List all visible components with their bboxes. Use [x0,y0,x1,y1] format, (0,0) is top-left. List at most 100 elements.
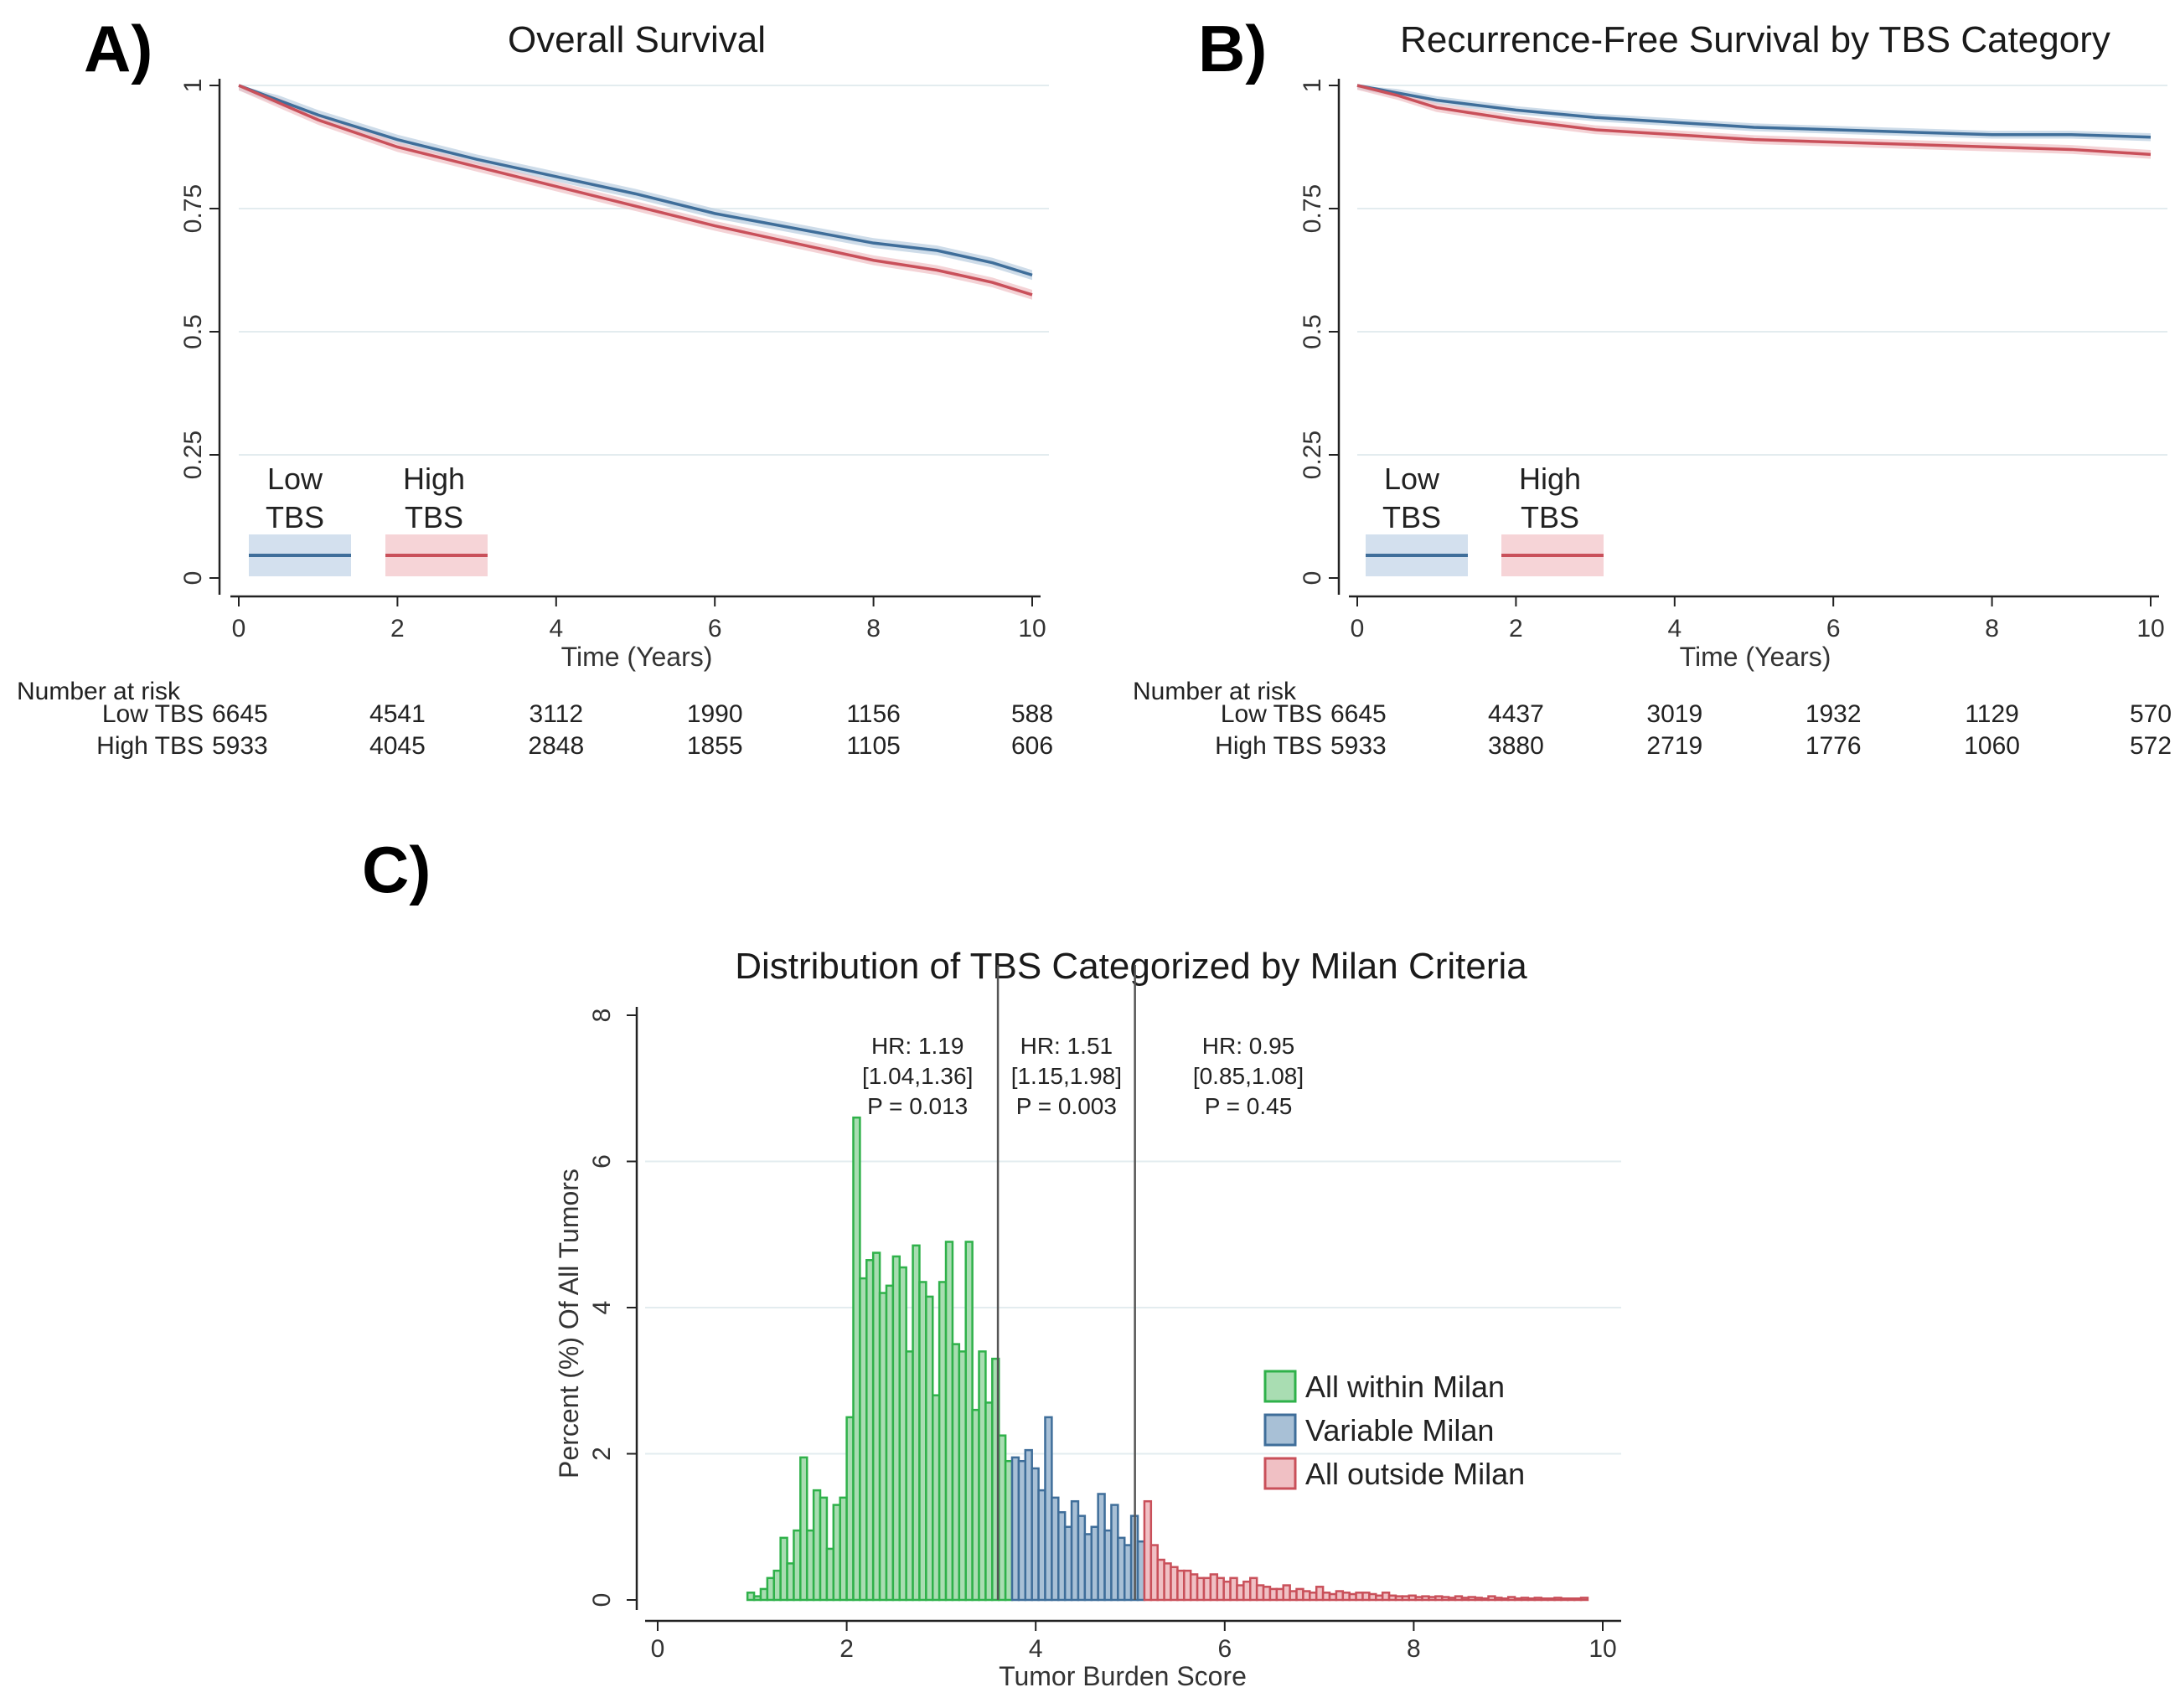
high-tbs-survival-line [1356,84,2152,157]
y-tick-label: 0.5 [1299,314,1326,349]
outside-milan-bar [1579,1597,1589,1602]
risk-row-label: Low TBS [102,700,204,728]
risk-cell: 606 [1011,732,1053,760]
y-tick-label: 6 [588,1154,616,1169]
panel-a-title: Overall Survival [508,19,766,60]
hr-annotation-line: HR: 1.19 [871,1033,964,1059]
panel-b-survival-lines [1356,84,2152,157]
panel-c-hr-annotations: HR: 1.19 [1.04,1.36] P = 0.013 HR: 1.51 [1.1… [862,1033,1304,1119]
low-tbs-ci-band [239,85,1032,281]
risk-cell: 5933 [1330,732,1387,760]
panel-b-label: B) [1198,12,1267,85]
x-tick-label: 6 [1826,615,1841,642]
panel-a-x-ticks: 0 2 4 6 8 10 [232,596,1046,642]
panel-c-legend: All within Milan Variable Milan All outs… [1263,1370,1525,1491]
hr-annotation-line: [1.15,1.98] [1011,1063,1122,1089]
risk-cell: 1060 [1964,732,2020,760]
panel-a-axes [218,79,1041,598]
risk-cell: 572 [2130,732,2172,760]
panel-b-x-ticks: 0 2 4 6 8 10 [1351,596,2165,642]
risk-cell: 588 [1011,700,1053,728]
x-tick-label: 10 [1018,615,1046,642]
hr-annotation-line: HR: 1.51 [1020,1033,1113,1059]
panel-c-y-axis-label: Percent (%) Of All Tumors [554,1169,584,1478]
panel-b-x-axis-label: Time (Years) [1680,642,1831,672]
risk-table-title: Number at risk [17,678,181,705]
panel-b-grid [1357,85,2167,456]
risk-cell: 5933 [212,732,268,760]
risk-row-label: Low TBS [1221,700,1322,728]
risk-cell: 4541 [369,700,426,728]
panel-c-y-ticks: 0 2 4 6 8 [588,1009,637,1607]
risk-row-label: High TBS [96,732,204,760]
high-tbs-ci-band [1357,85,2151,159]
panel-c-cutoff-lines [996,965,1136,1600]
risk-table-rows: Low TBS 6645 4437 3019 1932 1129 570 High TBS 59… [1215,700,2172,760]
hr-annotation-line: [0.85,1.08] [1193,1063,1304,1089]
x-tick-label: 6 [708,615,722,642]
risk-cell: 6645 [1330,700,1387,728]
x-tick-label: 2 [1509,615,1523,642]
x-tick-label: 8 [1985,615,1999,642]
within-milan-bar [799,1456,808,1602]
x-tick-label: 10 [1589,1635,1616,1663]
panel-c-x-ticks: 0 2 4 6 8 10 [651,1621,1617,1663]
y-tick-label: 0 [1299,571,1326,586]
legend-low-line2: TBS [1382,500,1441,534]
panel-b-title: Recurrence-Free Survival by TBS Category [1400,19,2110,60]
risk-cell: 1129 [1965,700,2019,728]
x-tick-label: 8 [866,615,881,642]
y-tick-label: 0.75 [1299,184,1326,233]
legend-high-line2: TBS [1521,500,1579,534]
y-tick-label: 1 [179,79,207,93]
hr-annotation-line: HR: 0.95 [1202,1033,1295,1059]
low-tbs-survival-line [1356,84,2152,139]
legend-low-line1: Low [267,462,323,496]
legend-high-line1: High [403,462,465,496]
legend-outside-milan-label: All outside Milan [1305,1457,1525,1491]
legend-variable-milan-label: Variable Milan [1305,1413,1494,1447]
y-tick-label: 2 [588,1447,616,1461]
risk-table-title: Number at risk [1133,678,1297,705]
risk-cell: 4045 [369,732,426,760]
hr-annotation-line: P = 0.013 [867,1093,968,1119]
low-tbs-survival-line [238,84,1033,277]
panel-a: A) Overall Survival 0 2 4 6 8 10 0 0.25 0.5 0.75… [17,12,1053,760]
y-tick-label: 0.25 [1299,431,1326,479]
x-tick-label: 8 [1407,1635,1421,1663]
risk-cell: 2848 [528,732,584,760]
legend-variable-milan-swatch [1263,1413,1297,1447]
panel-b: B) Recurrence-Free Survival by TBS Categ… [1133,12,2172,760]
x-tick-label: 4 [1667,615,1681,642]
x-tick-label: 6 [1217,1635,1232,1663]
panel-b-legend: Low TBS High TBS [1366,462,1604,576]
panel-b-axes [1337,79,2159,598]
panel-c-label: C) [362,833,431,906]
risk-cell: 3112 [530,700,584,728]
legend-high-line1: High [1519,462,1581,496]
high-tbs-ci-band [239,85,1032,300]
risk-cell: 6645 [212,700,268,728]
y-tick-label: 8 [588,1009,616,1023]
panel-c: C) Distribution of TBS Categorized by Mi… [362,833,1621,1691]
risk-row-label: High TBS [1215,732,1322,760]
panel-a-y-ticks: 0 0.25 0.5 0.75 1 [179,79,220,585]
panel-b-risk-table: Number at risk Low TBS 6645 4437 3019 1932 11… [1133,678,2172,760]
panel-a-legend: Low TBS High TBS [249,462,488,576]
y-tick-label: 0.25 [179,431,207,479]
panel-a-label: A) [84,12,152,85]
legend-low-line2: TBS [266,500,324,534]
risk-cell: 1855 [687,732,743,760]
legend-low-line1: Low [1384,462,1440,496]
y-tick-label: 4 [588,1301,616,1315]
hr-annotation-line: [1.04,1.36] [862,1063,973,1089]
x-tick-label: 4 [1029,1635,1043,1663]
panel-b-y-ticks: 0 0.25 0.5 0.75 1 [1299,79,1339,586]
x-tick-label: 4 [549,615,563,642]
x-tick-label: 0 [232,615,246,642]
risk-cell: 4437 [1488,700,1544,728]
legend-within-milan-label: All within Milan [1305,1370,1505,1404]
risk-cell: 1776 [1805,732,1862,760]
risk-cell: 1105 [846,732,901,760]
panel-c-x-axis-label: Tumor Burden Score [999,1661,1247,1691]
